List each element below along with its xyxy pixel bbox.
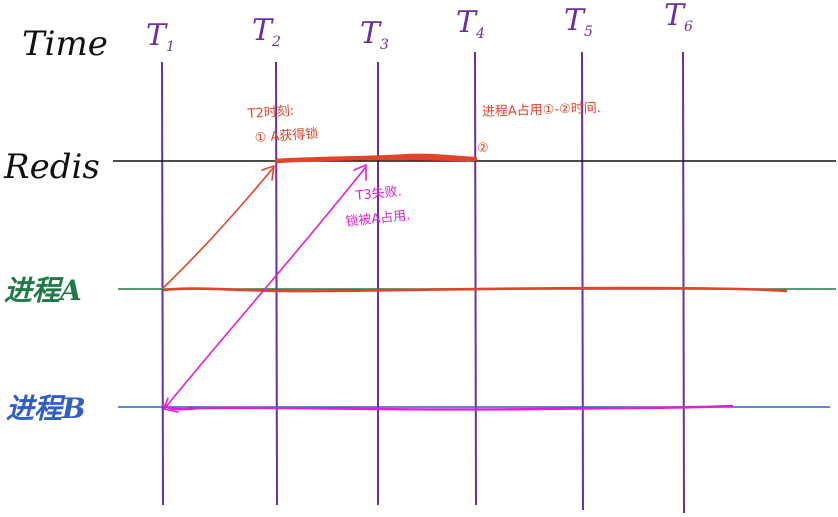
note-a-hold-duration: 进程A占用①-②时间. (482, 101, 601, 120)
tick-label-t4: T4 (456, 5, 485, 42)
note-t3-failed: T3失败. (354, 184, 403, 204)
tick-label-t5: T5 (564, 3, 593, 40)
process-a-lock-request-arrow (162, 167, 274, 289)
note-t2-time: T2时刻: (246, 104, 295, 122)
process-b-arrowhead (353, 164, 367, 181)
tick-label-t6: T6 (664, 0, 693, 35)
process-a-activity (162, 153, 788, 293)
process-b-activity (161, 164, 734, 413)
process-b-run-line (161, 403, 734, 411)
timeline-t5 (581, 51, 584, 511)
process-a-run-line (162, 286, 788, 293)
process-b-lock-request-arrow (164, 167, 366, 409)
process-a-lock-hold-bar-overstroke (298, 157, 472, 162)
lane-label-redis: Redis (3, 147, 100, 187)
lane-label-process-b: 进程B (6, 392, 86, 425)
process-b-start-hook (163, 397, 179, 413)
note-a-acquires-lock: ① A获得锁 (254, 126, 319, 146)
note-lock-held-by-a: 锁被A占用. (345, 207, 411, 230)
tick-label-t1: T1 (146, 18, 175, 55)
timeline-t1 (161, 61, 164, 506)
tick-labels: T1 T2 T3 T4 T5 T6 (146, 0, 693, 55)
timeline-t4 (474, 51, 477, 506)
note-marker-two: ② (477, 141, 489, 156)
axis-label-time: Time (22, 24, 108, 64)
tick-label-t3: T3 (360, 16, 389, 53)
process-a-arrowhead (261, 165, 275, 181)
timeline-t2 (275, 61, 278, 506)
lane-label-process-a: 进程A (4, 274, 82, 307)
tick-label-t2: T2 (252, 13, 281, 50)
timeline-t6 (682, 51, 685, 514)
time-gridlines (161, 51, 685, 514)
